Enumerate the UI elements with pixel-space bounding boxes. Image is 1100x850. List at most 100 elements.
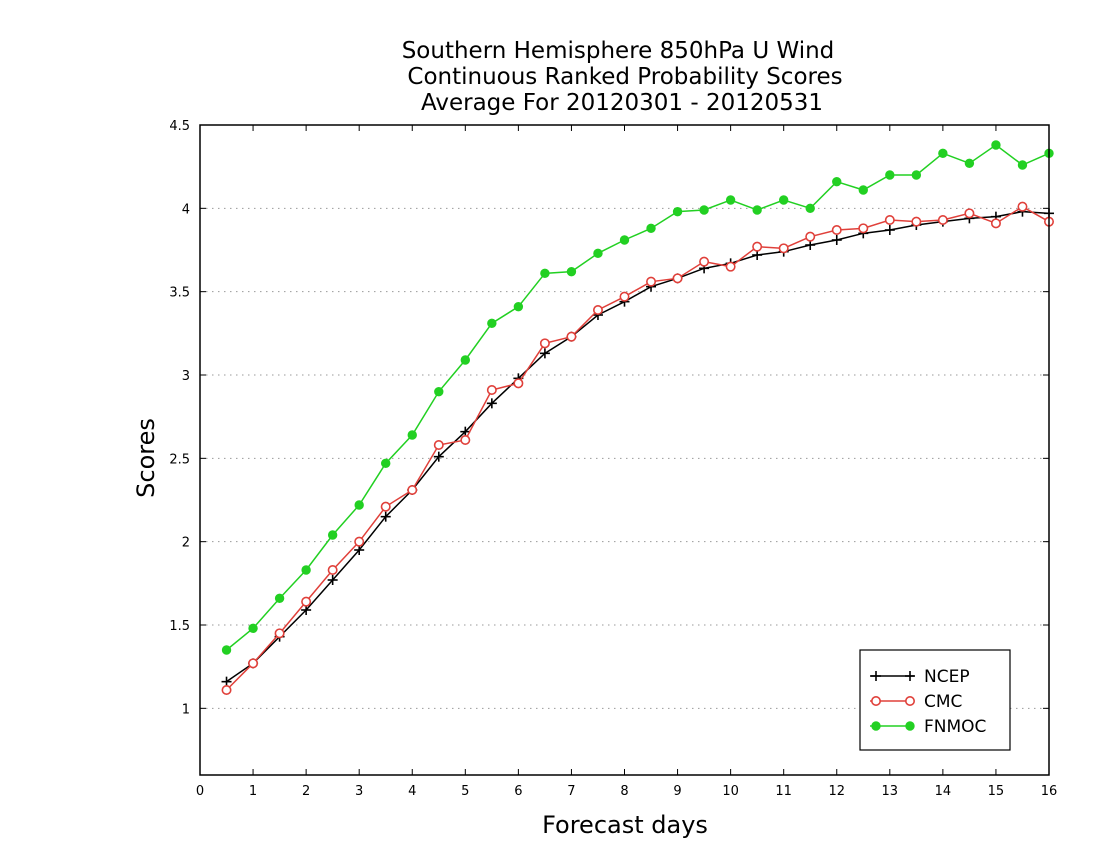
series-ncep-point xyxy=(460,426,471,437)
series-fnmoc-point xyxy=(885,170,895,180)
series-fnmoc-point xyxy=(248,623,258,634)
y-axis-ticks: 1 1.5 2 2.5 3 3.5 4 4.5 xyxy=(169,119,1049,717)
legend-label-ncep: NCEP xyxy=(924,667,970,687)
series-fnmoc-point xyxy=(301,565,311,575)
series-fnmoc-point xyxy=(699,205,709,215)
chart-title: Southern Hemisphere 850hPa U Wind Contin… xyxy=(402,38,843,116)
series-cmc-point xyxy=(460,434,471,445)
series-layer xyxy=(221,140,1055,695)
series-fnmoc-point xyxy=(407,430,417,440)
series-fnmoc-point xyxy=(460,355,471,365)
y-tick-label: 4 xyxy=(182,202,190,217)
series-fnmoc xyxy=(221,140,1054,655)
series-cmc-point xyxy=(646,276,657,287)
x-tick-label: 14 xyxy=(935,784,952,799)
series-cmc-line xyxy=(225,205,1050,691)
x-tick-label: 6 xyxy=(514,784,522,799)
series-fnmoc-point xyxy=(805,203,815,214)
series-cmc xyxy=(221,201,1055,695)
series-fnmoc-point xyxy=(381,458,391,469)
y-tick-label: 1.5 xyxy=(169,619,190,634)
series-fnmoc-point xyxy=(911,170,922,180)
plot-frame xyxy=(199,124,1050,776)
legend-marker-ncep xyxy=(871,671,881,681)
legend-marker-fnmoc xyxy=(871,721,881,731)
x-tick-label: 5 xyxy=(461,784,469,799)
x-tick-label: 9 xyxy=(673,784,681,799)
series-cmc-point xyxy=(513,378,524,389)
series-ncep-line xyxy=(226,210,1050,683)
x-tick-label: 10 xyxy=(722,784,739,799)
legend-label-cmc: CMC xyxy=(924,692,962,712)
series-ncep-point xyxy=(433,451,444,462)
series-cmc-point xyxy=(407,484,418,495)
series-fnmoc-point xyxy=(752,205,762,215)
series-fnmoc-point xyxy=(725,195,736,205)
series-ncep-point xyxy=(486,398,497,409)
series-fnmoc-point xyxy=(540,268,550,279)
series-fnmoc-point xyxy=(991,140,1001,150)
series-fnmoc-point xyxy=(672,206,683,217)
series-cmc-point xyxy=(221,684,232,695)
x-axis-ticks: 0 1 2 3 4 5 6 7 8 9 10 11 12 13 14 15 16 xyxy=(196,125,1057,799)
series-fnmoc-point xyxy=(1017,160,1028,170)
y-tick-label: 1 xyxy=(182,702,190,717)
x-tick-label: 11 xyxy=(775,784,792,799)
series-cmc-point xyxy=(566,331,577,342)
y-axis-label: Scores xyxy=(132,418,160,498)
x-tick-label: 12 xyxy=(828,784,845,799)
series-ncep-point xyxy=(221,676,232,687)
legend-box xyxy=(859,649,1011,751)
x-tick-label: 13 xyxy=(882,784,899,799)
series-cmc-point xyxy=(486,384,497,395)
series-fnmoc-point xyxy=(221,645,232,655)
series-cmc-point xyxy=(327,564,338,575)
series-cmc-point xyxy=(248,658,259,669)
x-axis-label: Forecast days xyxy=(542,811,708,839)
series-cmc-point xyxy=(592,304,603,315)
y-tick-label: 2 xyxy=(182,536,190,551)
series-fnmoc-point xyxy=(487,318,497,329)
series-fnmoc-point xyxy=(513,301,524,312)
series-cmc-point xyxy=(937,215,948,226)
series-fnmoc-point xyxy=(778,195,789,205)
x-tick-label: 8 xyxy=(620,784,628,799)
series-cmc-point xyxy=(274,628,285,639)
x-tick-label: 7 xyxy=(567,784,575,799)
series-fnmoc-point xyxy=(354,500,364,510)
series-ncep-point xyxy=(752,250,763,260)
legend-item-cmc: CMC xyxy=(870,692,962,712)
series-cmc-point xyxy=(725,261,736,272)
series-cmc-point xyxy=(778,243,789,254)
series-ncep-point xyxy=(327,575,338,585)
gridlines xyxy=(200,124,1049,709)
x-tick-label: 2 xyxy=(302,784,310,799)
series-cmc-point xyxy=(433,439,444,450)
series-fnmoc-point xyxy=(619,235,630,245)
series-ncep-point xyxy=(831,235,842,245)
series-fnmoc-point xyxy=(858,185,868,195)
legend-item-fnmoc: FNMOC xyxy=(870,717,986,737)
series-cmc-point xyxy=(805,231,816,242)
series-ncep xyxy=(221,206,1054,687)
x-tick-label: 0 xyxy=(196,784,204,799)
series-ncep-point xyxy=(805,240,816,250)
x-tick-label: 16 xyxy=(1041,784,1058,799)
y-tick-label: 4.5 xyxy=(169,119,190,134)
series-ncep-point xyxy=(380,511,391,522)
series-cmc-point xyxy=(831,225,842,236)
series-ncep-point xyxy=(354,545,365,555)
series-cmc-point xyxy=(380,501,391,512)
series-cmc-point xyxy=(619,291,630,302)
chart-title-line-2: Continuous Ranked Probability Scores xyxy=(407,64,842,90)
series-cmc-point xyxy=(672,273,683,284)
series-fnmoc-point xyxy=(646,223,656,234)
series-cmc-point xyxy=(354,536,365,547)
series-cmc-point xyxy=(539,338,550,349)
series-fnmoc-point xyxy=(274,593,285,604)
series-cmc-point xyxy=(884,215,895,226)
series-cmc-point xyxy=(699,256,710,267)
y-tick-label: 3.5 xyxy=(169,286,190,301)
x-tick-label: 4 xyxy=(408,784,416,799)
